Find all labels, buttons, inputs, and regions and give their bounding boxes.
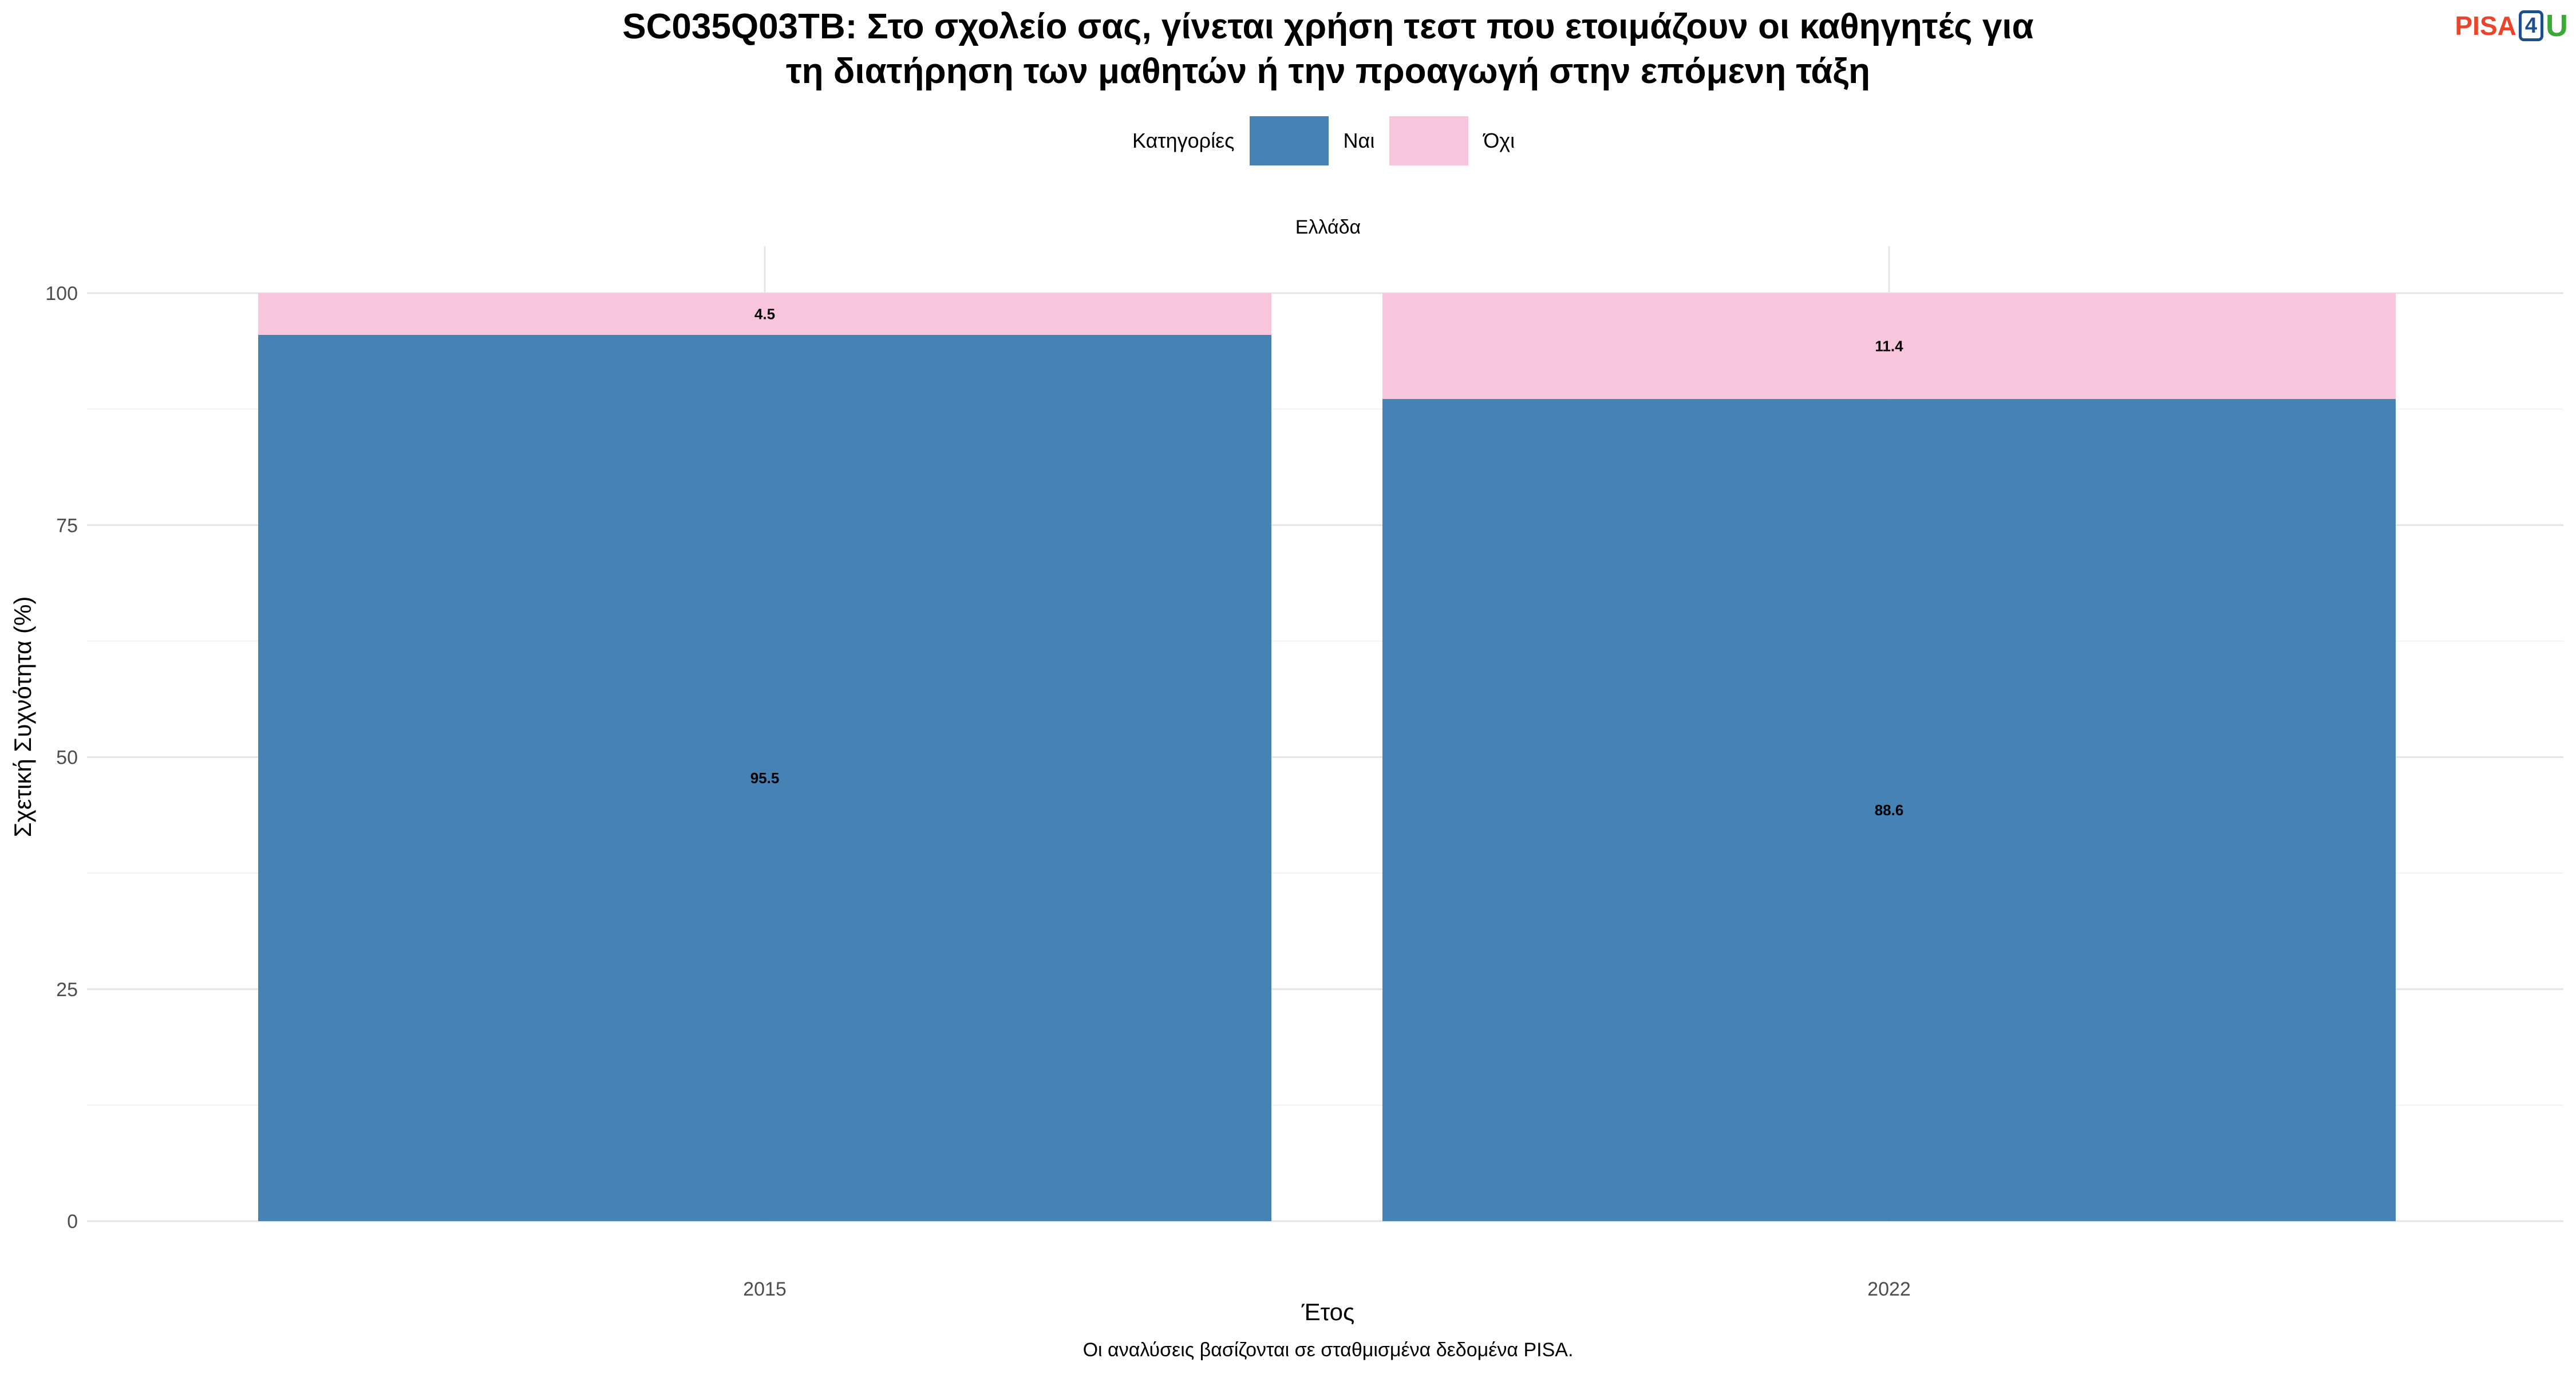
x-tick-label: 2015 — [743, 1278, 787, 1300]
bar-2015-series-1 — [258, 293, 1271, 335]
caption: Οι αναλύσεις βασίζονται σε σταθμισμένα δ… — [1082, 1339, 1574, 1361]
chart-title-line1: SC035Q03TB: Στο σχολείο σας, γίνεται χρή… — [622, 7, 2034, 46]
x-axis-label: Έτος — [1301, 1298, 1355, 1325]
legend-label-no: Όχι — [1483, 129, 1515, 152]
facet-label: Ελλάδα — [1295, 216, 1361, 238]
chart-title-line2: τη διατήρηση των μαθητών ή την προαγωγή … — [786, 52, 1870, 91]
bar-2015-series-0 — [258, 334, 1271, 1221]
x-tick-label: 2022 — [1867, 1278, 1911, 1300]
pisa4u-logo: PISA 4 U — [2455, 8, 2568, 44]
y-tick-label: 25 — [56, 979, 78, 1001]
data-label-2022-series-0: 88.6 — [1875, 802, 1904, 819]
data-label-2022-series-1: 11.4 — [1875, 337, 1903, 354]
logo-text-four: 4 — [2518, 10, 2543, 41]
legend-key-no — [1389, 116, 1469, 165]
bar-2022-series-1 — [1382, 293, 2396, 399]
y-tick-label: 75 — [56, 515, 78, 536]
data-label-2015-series-0: 95.5 — [750, 769, 780, 787]
y-tick-label: 0 — [67, 1211, 78, 1233]
y-axis-label: Σχετική Συχνότητα (%) — [9, 596, 36, 838]
bar-2022-series-0 — [1382, 398, 2396, 1222]
logo-text-u: U — [2546, 9, 2568, 43]
legend: Κατηγορίες Ναι Όχι — [1132, 116, 1530, 165]
legend-title: Κατηγορίες — [1132, 129, 1235, 152]
y-tick-label: 50 — [56, 747, 78, 769]
logo-text-pisa: PISA — [2455, 11, 2516, 41]
y-tick-label: 100 — [45, 283, 78, 305]
data-label-2015-series-1: 4.5 — [754, 305, 775, 322]
chart-title: SC035Q03TB: Στο σχολείο σας, γίνεται χρή… — [0, 5, 2576, 94]
legend-label-yes: Ναι — [1343, 129, 1375, 152]
legend-key-yes — [1249, 116, 1329, 165]
